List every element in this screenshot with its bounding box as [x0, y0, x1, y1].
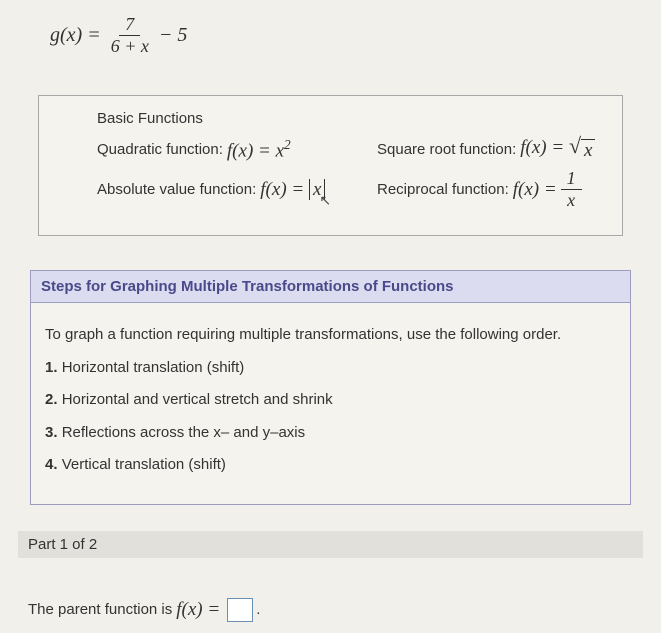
steps-body: To graph a function requiring multiple t… — [31, 303, 630, 504]
basic-row-2: Absolute value function: f(x) = x ↖ Reci… — [97, 168, 604, 211]
step-2: 2. Horizontal and vertical stretch and s… — [45, 386, 616, 415]
reciprocal-label: Reciprocal function: — [377, 181, 509, 198]
answer-input[interactable] — [227, 598, 253, 622]
steps-box: Steps for Graphing Multiple Transformati… — [30, 270, 631, 505]
quadratic-cell: Quadratic function: f(x) = x2 — [97, 137, 377, 162]
abs-label: Absolute value function: — [97, 181, 256, 198]
sqrt-cell: Square root function: f(x) = √x — [377, 137, 595, 162]
reciprocal-cell: Reciprocal function: f(x) = 1 x — [377, 168, 586, 211]
answer-line: The parent function is f(x) = . — [28, 598, 643, 622]
answer-suffix: . — [256, 601, 260, 618]
formula-tail: − 5 — [159, 24, 188, 47]
answer-text: The parent function is — [28, 601, 172, 618]
basic-functions-box: Basic Functions Quadratic function: f(x)… — [38, 95, 623, 236]
quadratic-math: f(x) = x2 — [227, 137, 291, 162]
steps-header: Steps for Graphing Multiple Transformati… — [31, 271, 630, 303]
abs-math: f(x) = x ↖ — [260, 179, 325, 201]
reciprocal-math: f(x) = 1 x — [513, 168, 586, 211]
sqrt-math: f(x) = √x — [520, 137, 595, 162]
formula-lhs: g(x) = — [50, 24, 101, 47]
abs-cell: Absolute value function: f(x) = x ↖ — [97, 179, 377, 201]
part-header: Part 1 of 2 — [18, 531, 643, 558]
step-4: 4. Vertical translation (shift) — [45, 451, 616, 480]
formula-fraction: 7 6 + x — [105, 14, 155, 57]
problem-formula: g(x) = 7 6 + x − 5 — [50, 14, 643, 57]
fraction-numerator: 7 — [119, 14, 140, 36]
sqrt-label: Square root function: — [377, 141, 516, 158]
step-1: 1. Horizontal translation (shift) — [45, 354, 616, 383]
basic-row-1: Quadratic function: f(x) = x2 Square roo… — [97, 137, 604, 162]
step-3: 3. Reflections across the x– and y–axis — [45, 419, 616, 448]
fraction-denominator: 6 + x — [105, 36, 155, 57]
answer-math: f(x) = — [176, 599, 220, 621]
quadratic-label: Quadratic function: — [97, 141, 223, 158]
cursor-icon: ↖ — [319, 193, 331, 210]
steps-intro: To graph a function requiring multiple t… — [45, 321, 616, 350]
basic-functions-heading: Basic Functions — [97, 110, 604, 127]
